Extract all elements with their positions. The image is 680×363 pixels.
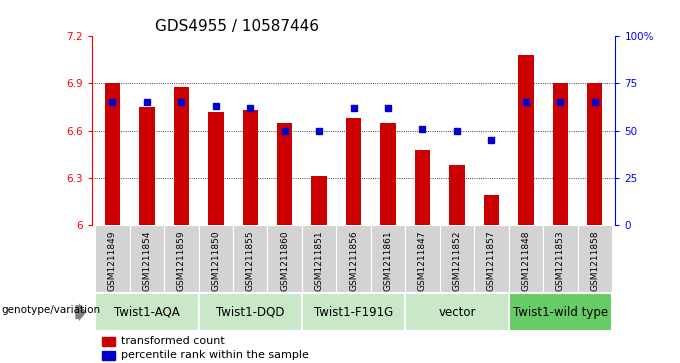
Bar	[102, 337, 116, 346]
Bar	[509, 225, 543, 292]
Bar	[173, 87, 189, 225]
Bar	[346, 118, 361, 225]
Text: Twist1-AQA: Twist1-AQA	[114, 306, 180, 319]
Bar	[577, 225, 612, 292]
Bar	[440, 225, 474, 292]
Bar	[474, 225, 509, 292]
Text: GSM1211848: GSM1211848	[522, 231, 530, 291]
Text: vector: vector	[438, 306, 476, 319]
Text: GSM1211861: GSM1211861	[384, 231, 392, 291]
FancyArrow shape	[75, 303, 86, 321]
Bar	[587, 83, 602, 225]
Bar	[208, 112, 224, 225]
Bar	[449, 165, 464, 225]
Text: GSM1211858: GSM1211858	[590, 231, 599, 291]
Bar	[164, 225, 199, 292]
Bar	[130, 225, 164, 292]
Text: GSM1211847: GSM1211847	[418, 231, 427, 291]
Text: GSM1211853: GSM1211853	[556, 231, 565, 291]
Bar	[243, 110, 258, 225]
Bar	[267, 225, 302, 292]
Text: GSM1211859: GSM1211859	[177, 231, 186, 291]
Bar	[337, 225, 371, 292]
Text: GSM1211857: GSM1211857	[487, 231, 496, 291]
Bar	[277, 123, 292, 225]
Text: GSM1211852: GSM1211852	[452, 231, 462, 291]
Text: GDS4955 / 10587446: GDS4955 / 10587446	[154, 19, 319, 34]
Bar	[102, 351, 116, 360]
Text: Twist1-wild type: Twist1-wild type	[513, 306, 608, 319]
Text: GSM1211855: GSM1211855	[245, 231, 255, 291]
Bar	[483, 195, 499, 225]
Text: Twist1-DQD: Twist1-DQD	[216, 306, 284, 319]
Bar	[95, 225, 130, 292]
Bar	[233, 225, 267, 292]
Text: percentile rank within the sample: percentile rank within the sample	[120, 350, 309, 360]
Text: GSM1211854: GSM1211854	[142, 231, 152, 291]
Bar	[553, 83, 568, 225]
Bar	[380, 123, 396, 225]
Text: transformed count: transformed count	[120, 337, 224, 346]
Bar	[405, 293, 509, 331]
Bar	[199, 225, 233, 292]
Bar	[518, 55, 534, 225]
Bar	[199, 293, 302, 331]
Text: Twist1-F191G: Twist1-F191G	[314, 306, 393, 319]
Bar	[405, 225, 440, 292]
Bar	[105, 83, 120, 225]
Bar	[302, 225, 337, 292]
Bar	[415, 150, 430, 225]
Text: GSM1211850: GSM1211850	[211, 231, 220, 291]
Bar	[95, 293, 199, 331]
Bar	[311, 176, 327, 225]
Text: GSM1211849: GSM1211849	[108, 231, 117, 291]
Bar	[302, 293, 405, 331]
Text: genotype/variation: genotype/variation	[2, 305, 101, 315]
Bar	[509, 293, 612, 331]
Text: GSM1211851: GSM1211851	[315, 231, 324, 291]
Text: GSM1211860: GSM1211860	[280, 231, 289, 291]
Bar	[139, 107, 154, 225]
Bar	[371, 225, 405, 292]
Bar	[543, 225, 577, 292]
Text: GSM1211856: GSM1211856	[349, 231, 358, 291]
